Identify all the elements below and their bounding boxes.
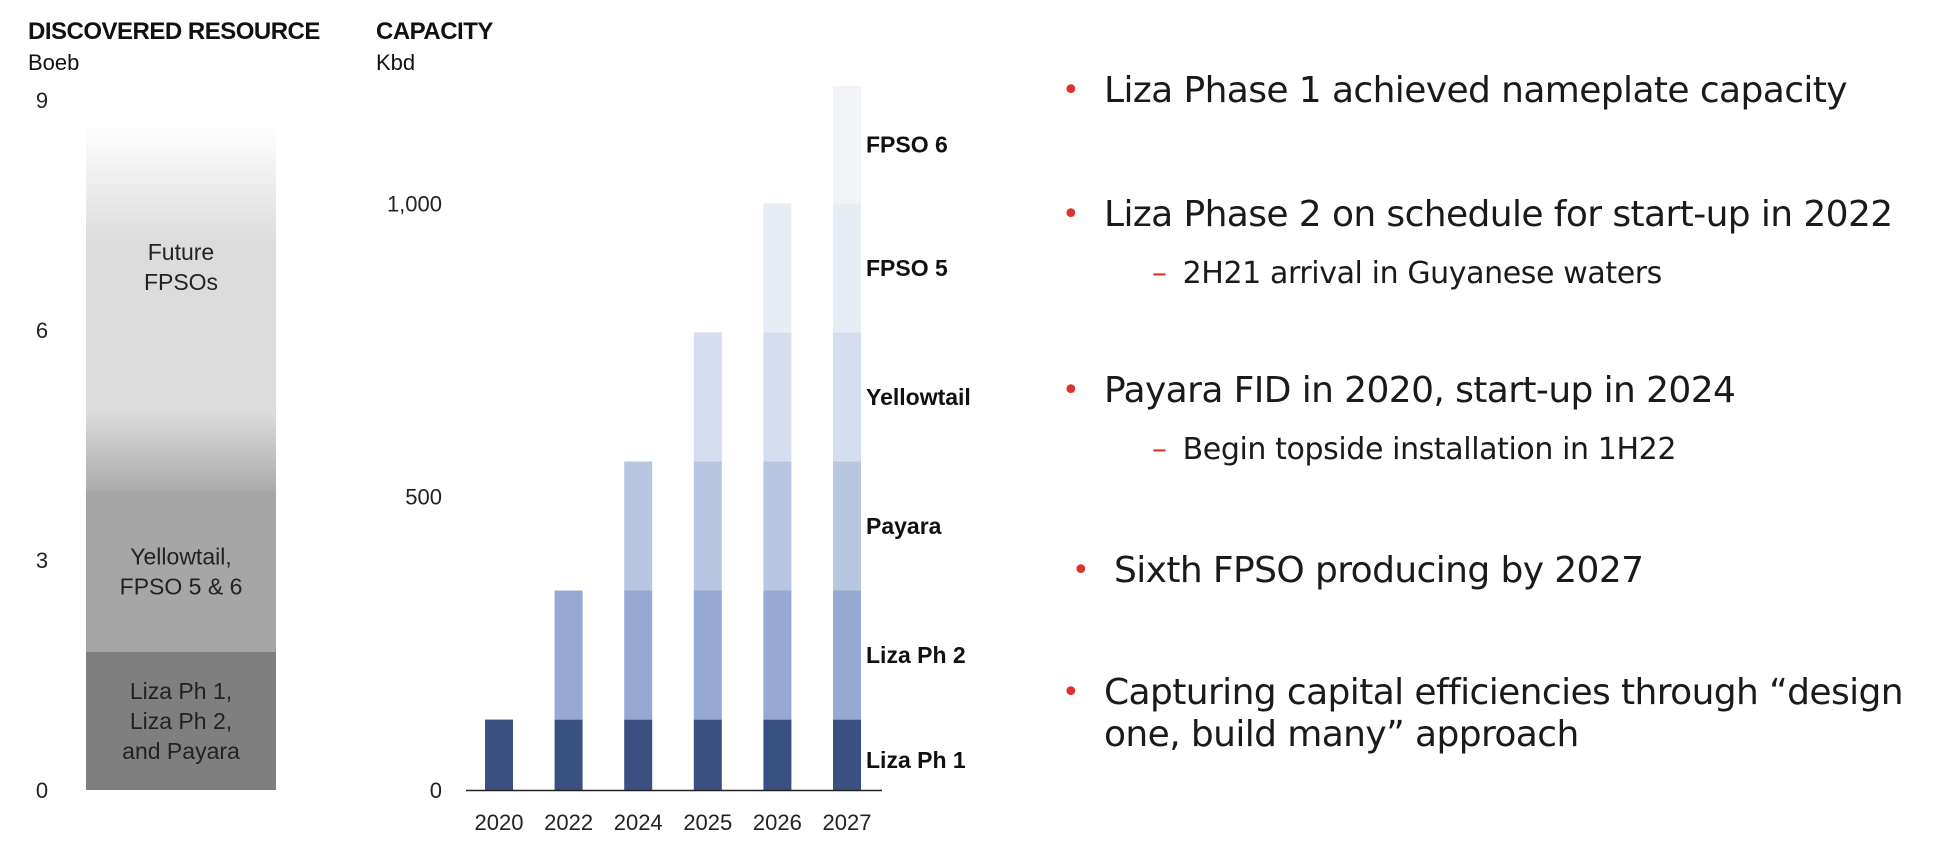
capacity-bar-2027-3 <box>833 332 861 462</box>
capacity-bar-2027-4 <box>833 203 861 333</box>
capacity-x-tick: 2022 <box>544 810 593 835</box>
resource-chart-unit: Boeb <box>28 50 80 75</box>
bullet-text: Payara FID in 2020, start-up in 2024 <box>1104 370 1736 411</box>
capacity-chart-title: CAPACITY <box>376 18 493 45</box>
capacity-bar-2026-3 <box>763 332 792 462</box>
capacity-y-tick: 1,000 <box>387 191 442 216</box>
sub-bullet-item: – Begin topside installation in 1H22 <box>1152 432 1676 467</box>
capacity-bar-2025-3 <box>693 332 722 462</box>
resource-segment-label: FPSO 5 & 6 <box>120 574 243 600</box>
capacity-series-label-3: Yellowtail <box>866 384 971 410</box>
sub-bullet-text: 2H21 arrival in Guyanese waters <box>1182 256 1663 291</box>
bullet-text: Capturing capital efficiencies through “… <box>1104 672 1904 755</box>
resource-chart-title: DISCOVERED RESOURCE <box>28 18 320 45</box>
resource-blend <box>86 411 276 491</box>
sub-bullet-marker: – <box>1152 256 1167 291</box>
bullet-marker: • <box>1062 373 1080 408</box>
resource-segment-1 <box>86 491 276 652</box>
capacity-bar-2027-5 <box>833 86 861 204</box>
resource-segment-label: and Payara <box>122 738 240 764</box>
bullet-marker: • <box>1072 553 1090 588</box>
resource-y-tick: 6 <box>36 318 48 343</box>
capacity-bar-2020-0 <box>485 719 513 790</box>
capacity-bar-2024-1 <box>624 590 653 720</box>
capacity-series-label-4: FPSO 5 <box>866 255 948 281</box>
resource-y-tick: 9 <box>36 88 48 113</box>
resource-segment-label: Yellowtail, <box>130 544 231 570</box>
capacity-series-label-5: FPSO 6 <box>866 132 948 158</box>
capacity-series-label-0: Liza Ph 1 <box>866 747 966 773</box>
resource-segment-label: Future <box>148 239 214 265</box>
capacity-x-tick: 2020 <box>475 810 524 835</box>
bullet-text: Sixth FPSO producing by 2027 <box>1114 550 1644 591</box>
capacity-series-label-2: Payara <box>866 513 942 539</box>
capacity-y-tick: 0 <box>430 778 442 803</box>
bullet-text: Liza Phase 1 achieved nameplate capacity <box>1104 70 1848 111</box>
capacity-bar-2025-1 <box>693 590 722 720</box>
capacity-x-tick: 2024 <box>614 810 663 835</box>
capacity-bar-2026-1 <box>763 590 792 720</box>
bullet-marker: • <box>1062 73 1080 108</box>
capacity-bar-2026-2 <box>763 461 792 591</box>
sub-bullet-text: Begin topside installation in 1H22 <box>1182 432 1677 467</box>
capacity-bar-2026-0 <box>763 719 792 790</box>
capacity-series-label-1: Liza Ph 2 <box>866 642 966 668</box>
capacity-bar-2022-1 <box>554 590 583 720</box>
capacity-x-tick: 2027 <box>823 810 872 835</box>
resource-segment-label: Liza Ph 2, <box>130 708 232 734</box>
capacity-bar-2027-1 <box>833 590 861 720</box>
capacity-bar-2022-0 <box>554 719 583 790</box>
bullet-marker: • <box>1062 675 1080 710</box>
capacity-x-tick: 2026 <box>753 810 802 835</box>
capacity-bar-2025-2 <box>693 461 722 591</box>
capacity-bar-2026-4 <box>763 203 792 333</box>
capacity-x-tick: 2025 <box>683 810 732 835</box>
capacity-bar-2024-2 <box>624 461 653 591</box>
sub-bullet-item: –2H21 arrival in Guyanese waters <box>1152 256 1662 291</box>
resource-segment-0 <box>86 652 276 790</box>
resource-y-tick: 0 <box>36 778 48 803</box>
resource-fade <box>86 123 276 243</box>
capacity-bar-2027-0 <box>833 719 861 790</box>
bullet-marker: • <box>1062 197 1080 232</box>
sub-bullet-marker: – <box>1152 432 1167 467</box>
capacity-bar-2024-0 <box>624 719 653 790</box>
resource-y-tick: 3 <box>36 548 48 573</box>
capacity-y-tick: 500 <box>405 485 442 510</box>
capacity-chart-unit: Kbd <box>376 50 416 75</box>
resource-segment-label: Liza Ph 1, <box>130 678 232 704</box>
resource-chart: 0 3 6 9 Liza Ph 1, Liza Ph 2, and Payara Yellow… <box>36 88 276 803</box>
charts-canvas: 0 3 6 9 Liza Ph 1, Liza Ph 2, and Payara Yellow… <box>36 86 971 835</box>
capacity-bar-2025-0 <box>693 719 722 790</box>
resource-segment-label: FPSOs <box>144 269 218 295</box>
capacity-bar-2027-2 <box>833 461 861 591</box>
capacity-chart: 0 500 1,000 2020 2022 2024 2025 2026 2027 Liza Ph… <box>387 86 971 835</box>
bullet-text: Liza Phase 2 on schedule for start-up in… <box>1104 194 1893 235</box>
